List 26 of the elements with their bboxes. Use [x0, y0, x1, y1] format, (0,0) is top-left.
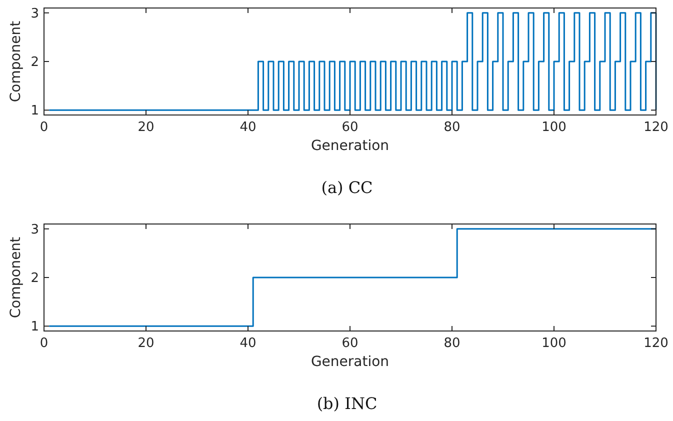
x-tick-label: 60 [342, 120, 358, 135]
x-tick-label: 80 [444, 336, 460, 351]
y-axis-title: Component [8, 236, 24, 318]
x-tick-label: 20 [138, 336, 154, 351]
x-tick-label: 40 [240, 120, 256, 135]
x-tick-label: 120 [644, 120, 668, 135]
y-tick-label: 2 [30, 271, 39, 286]
y-tick-label: 1 [30, 104, 39, 119]
x-axis-title: Generation [310, 138, 390, 154]
x-tick-label: 40 [240, 336, 256, 351]
y-tick-label: 2 [30, 55, 39, 70]
x-tick-label: 60 [342, 336, 358, 351]
text: (b) INC [316, 394, 378, 413]
text: (a) CC [321, 178, 373, 197]
x-tick-label: 20 [138, 120, 154, 135]
y-tick-label: 3 [30, 222, 39, 238]
y-tick-label: 1 [30, 320, 39, 335]
x-tick-label: 0 [40, 336, 48, 351]
x-tick-label: 120 [644, 336, 668, 351]
x-tick-label: 100 [542, 336, 566, 351]
x-tick-label: 0 [40, 120, 48, 135]
x-tick-label: 80 [444, 120, 460, 135]
y-tick-label: 3 [30, 6, 39, 22]
x-tick-label: 100 [542, 120, 566, 135]
x-axis-title: Generation [310, 354, 390, 370]
y-axis-title: Component [8, 20, 24, 102]
